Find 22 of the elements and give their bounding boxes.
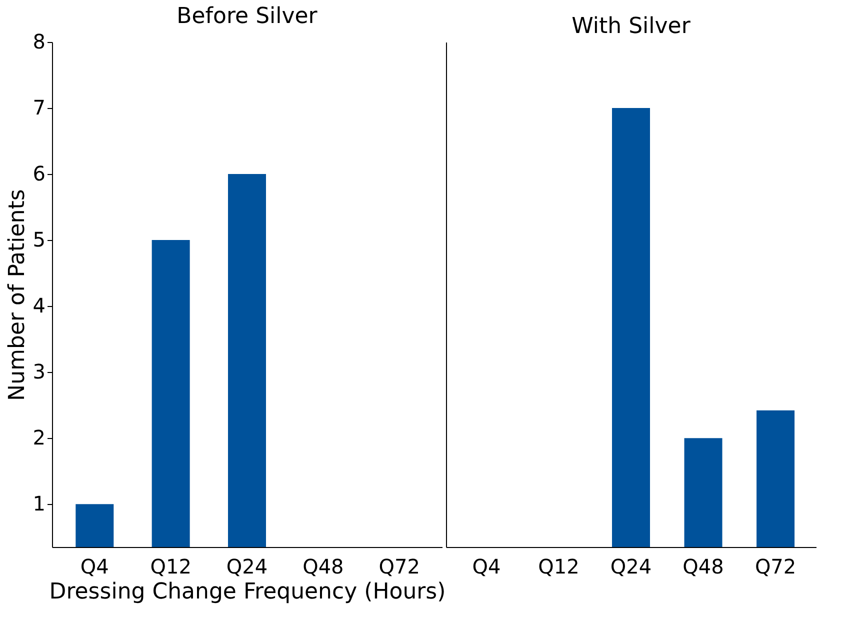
x-tick-label: Q24 [226, 554, 268, 578]
x-tick-label: Q48 [302, 554, 344, 578]
y-tick-label: 5 [32, 228, 46, 252]
y-tick-label: 1 [32, 492, 46, 516]
y-tick-label: 7 [32, 96, 46, 120]
y-tick-label: 2 [32, 426, 46, 450]
x-tick-label: Q4 [80, 554, 109, 578]
x-tick-label: Q48 [682, 554, 724, 578]
x-tick-label: Q72 [754, 554, 796, 578]
chart-title: Before Silver [176, 4, 318, 29]
y-tick-label: 4 [32, 294, 46, 318]
y-tick-label: 6 [32, 162, 46, 186]
x-tick-label: Q24 [610, 554, 652, 578]
x-tick-label: Q12 [538, 554, 580, 578]
x-axis-title: Dressing Change Frequency (Hours) [49, 580, 446, 604]
x-tick-label: Q12 [150, 554, 192, 578]
y-axis-title: Number of Patients [4, 189, 30, 401]
y-tick-label: 8 [32, 30, 46, 54]
chart-title: With Silver [572, 14, 692, 39]
y-tick-label: 3 [32, 360, 46, 384]
x-tick-label: Q4 [472, 554, 501, 578]
x-tick-label: Q72 [378, 554, 420, 578]
